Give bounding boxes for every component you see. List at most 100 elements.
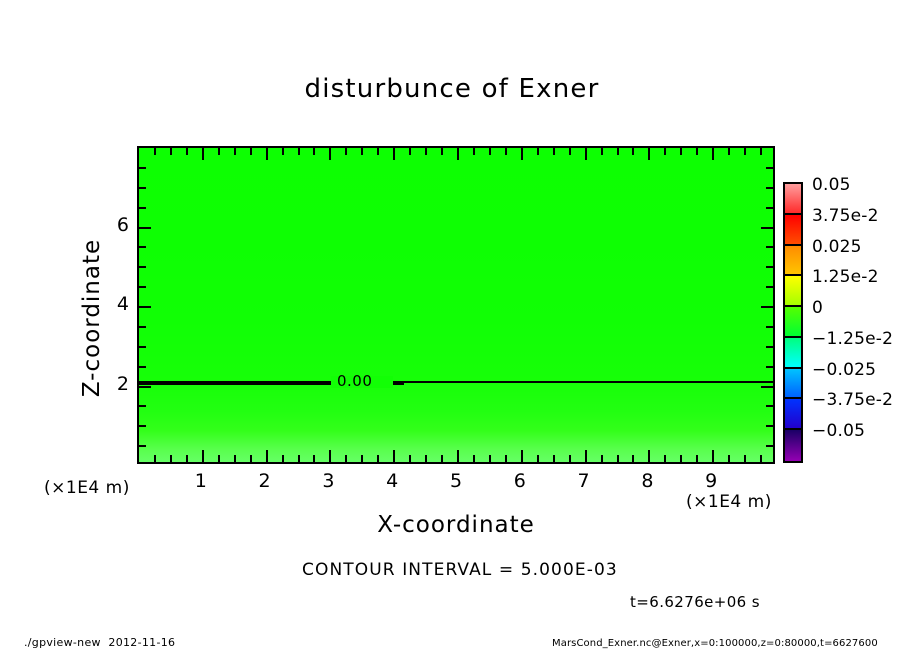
x-tick-top (265, 148, 268, 160)
x-tick (552, 455, 555, 462)
colorbar-band (785, 276, 801, 308)
y-tick-right (761, 385, 773, 388)
x-tick (409, 455, 412, 462)
y-tick-right (766, 325, 773, 328)
x-tick (664, 455, 667, 462)
x-tick (472, 455, 475, 462)
x-tick-top (760, 148, 763, 155)
x-tick-top (329, 148, 332, 160)
x-tick (712, 450, 715, 462)
colorbar-tick-label: 0.05 (812, 175, 851, 195)
x-tick (201, 450, 204, 462)
y-tick-right (766, 365, 773, 368)
x-tick-top (169, 148, 172, 155)
x-tick-top (153, 148, 156, 155)
x-tick-top (201, 148, 204, 160)
colorbar-band (785, 214, 801, 246)
colorbar (783, 182, 803, 463)
x-tick (249, 455, 252, 462)
x-tick-top (488, 148, 491, 155)
colorbar-tick-label: 0 (812, 298, 824, 319)
y-tick-right (766, 425, 773, 428)
x-tick (329, 450, 332, 462)
x-tick (520, 450, 523, 462)
time-label: t=6.6276e+06 s (630, 593, 761, 611)
x-tick (728, 455, 731, 462)
x-tick-top (409, 148, 412, 155)
x-tick (568, 455, 571, 462)
contour-interval-text: CONTOUR INTERVAL = 5.000E-03 (302, 560, 618, 580)
x-tick-top (648, 148, 651, 160)
contour-label-background (331, 376, 393, 388)
x-tick-top (281, 148, 284, 155)
x-unit-label: (×1E4 m) (686, 492, 772, 512)
x-tick (297, 455, 300, 462)
x-tick-top (696, 148, 699, 155)
colorbar-tick-label: 1.25e-2 (812, 267, 879, 288)
x-tick (217, 455, 220, 462)
x-tick (696, 455, 699, 462)
x-tick-top (377, 148, 380, 155)
x-tick (377, 455, 380, 462)
y-tick (139, 226, 151, 229)
colorbar-tick-label: −3.75e-2 (812, 390, 894, 411)
x-tick (584, 450, 587, 462)
x-tick-top (217, 148, 220, 155)
x-tick-top (536, 148, 539, 155)
x-tick-top (664, 148, 667, 155)
y-tick (139, 286, 146, 289)
page-title: disturbunce of Exner (304, 74, 600, 104)
y-unit-label: (×1E4 m) (44, 478, 130, 498)
colorbar-band (785, 307, 801, 338)
plot-area: 0.00 (137, 146, 775, 464)
colorbar-band (785, 337, 801, 369)
y-tick-right (766, 405, 773, 408)
x-tick (425, 455, 428, 462)
x-tick-top (520, 148, 523, 160)
colorbar-tick-label: −0.05 (812, 421, 866, 442)
x-tick-top (728, 148, 731, 155)
y-tick-label: 6 (116, 213, 129, 236)
colorbar-band (785, 368, 801, 400)
y-tick-right (766, 246, 773, 249)
x-tick-label: 4 (386, 470, 399, 492)
x-tick (361, 455, 364, 462)
y-tick-right (761, 226, 773, 229)
y-tick-right (766, 186, 773, 189)
x-tick (441, 455, 444, 462)
colorbar-tick-label: 3.75e-2 (812, 205, 879, 226)
y-tick-label: 2 (116, 372, 129, 395)
y-tick (139, 405, 146, 408)
x-tick-label: 2 (258, 470, 271, 492)
x-tick-top (441, 148, 444, 155)
x-axis-title: X-coordinate (377, 512, 535, 538)
x-tick-label: 1 (194, 470, 207, 492)
x-tick-label: 5 (449, 470, 463, 492)
x-tick-top (297, 148, 300, 155)
colorbar-tick-label: −1.25e-2 (812, 328, 894, 349)
colorbar-band (785, 430, 801, 461)
zero-contour-line (139, 381, 773, 383)
x-tick-top (249, 148, 252, 155)
y-tick (139, 246, 146, 249)
x-tick-top (504, 148, 507, 155)
x-tick-label: 9 (705, 470, 718, 492)
x-tick-top (568, 148, 571, 155)
x-tick-label: 3 (322, 470, 335, 492)
x-tick-top (425, 148, 428, 155)
x-tick (648, 450, 651, 462)
colorbar-tick-label: −0.025 (812, 359, 877, 380)
x-tick-label: 6 (513, 470, 526, 492)
x-tick (536, 455, 539, 462)
y-tick (139, 445, 146, 448)
y-tick (139, 186, 146, 189)
y-tick (139, 166, 146, 169)
y-tick-right (766, 445, 773, 448)
y-tick-right (766, 345, 773, 348)
y-axis-title: Z-coordinate (79, 238, 105, 398)
y-tick (139, 385, 151, 388)
x-tick (600, 455, 603, 462)
y-tick-right (766, 286, 773, 289)
x-tick-top (616, 148, 619, 155)
